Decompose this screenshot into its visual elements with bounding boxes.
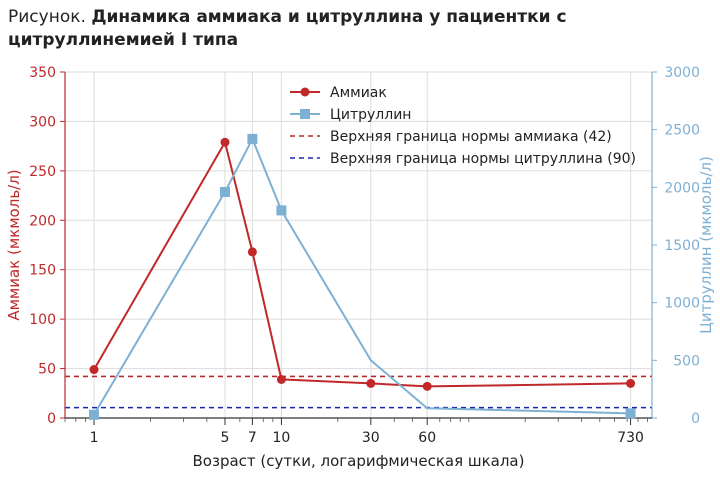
- ammonia-point: [220, 137, 230, 147]
- legend-ammonia-limit: Верхняя граница нормы аммиака (42): [290, 129, 612, 145]
- y-right-tick-label: 1500: [664, 238, 700, 254]
- ammonia-point: [89, 365, 99, 375]
- y-right-tick-label: 2000: [664, 180, 700, 196]
- y-right-tick-label: 500: [673, 353, 700, 369]
- x-tick-label: 30: [362, 430, 380, 446]
- x-tick-label: 7: [248, 430, 257, 446]
- y-right-tick-label: 2500: [664, 123, 700, 139]
- x-tick-label: 10: [272, 430, 290, 446]
- reference-lines: [65, 375, 652, 409]
- chart-title-main: Динамика аммиака и цитруллина у пациентк…: [8, 7, 567, 50]
- citrulline-point: [625, 408, 636, 419]
- legend-ammonia-marker: [300, 87, 310, 97]
- x-axis-label: Возраст (сутки, логарифмическая шкала): [193, 452, 525, 470]
- legend-citrulline-label: Цитруллин: [330, 107, 411, 123]
- y-right-tick-label: 0: [691, 411, 700, 427]
- legend-ammonia-limit-label: Верхняя граница нормы аммиака (42): [330, 129, 612, 145]
- grid: [65, 71, 652, 419]
- y-right-tick-label: 3000: [664, 65, 700, 81]
- chart-title: Рисунок. Динамика аммиака и цитруллина у…: [8, 6, 608, 52]
- axes: 0 50 100 150 200 250 300 350 0 500 1000 1500 2000 250…: [29, 65, 700, 446]
- series-markers: [89, 133, 636, 420]
- citrulline-point: [89, 409, 100, 420]
- x-tick-label: 730: [617, 430, 644, 446]
- ammonia-point: [422, 381, 432, 391]
- y-axis-left-label: Аммиак (мкмоль/л): [5, 169, 23, 320]
- legend: Аммиак Цитруллин Верхняя граница нормы амм…: [290, 85, 636, 167]
- legend-citrulline-limit: Верхняя граница нормы цитруллина (90): [290, 151, 636, 167]
- citrulline-point: [247, 133, 258, 144]
- ammonia-point: [366, 378, 376, 388]
- ammonia-point: [626, 378, 636, 388]
- y-left-tick-label: 100: [29, 312, 56, 328]
- y-axis-right-label: Цитруллин (мкмоль/л): [697, 156, 715, 334]
- legend-citrulline: Цитруллин: [290, 107, 411, 123]
- ammonia-point: [247, 247, 257, 257]
- x-tick-label: 5: [221, 430, 230, 446]
- y-left-tick-label: 150: [29, 263, 56, 279]
- citrulline-point: [220, 186, 231, 197]
- ammonia-line: [93, 141, 631, 388]
- x-tick-label: 1: [90, 430, 99, 446]
- y-left-tick-label: 0: [47, 411, 56, 427]
- legend-citrulline-limit-label: Верхняя граница нормы цитруллина (90): [330, 151, 636, 167]
- ammonia-point: [276, 374, 286, 384]
- x-tick-label: 60: [418, 430, 436, 446]
- y-right-tick-label: 1000: [664, 296, 700, 312]
- y-left-tick-label: 350: [29, 65, 56, 81]
- y-left-tick-label: 300: [29, 114, 56, 130]
- citrulline-line: [93, 137, 631, 416]
- y-left-tick-label: 50: [38, 362, 56, 378]
- legend-ammonia-label: Аммиак: [330, 85, 387, 101]
- chart-title-prefix: Рисунок.: [8, 7, 86, 27]
- y-left-tick-label: 200: [29, 213, 56, 229]
- y-left-tick-label: 250: [29, 164, 56, 180]
- legend-ammonia: Аммиак: [290, 85, 387, 101]
- legend-citrulline-marker: [300, 109, 310, 119]
- series-lines: [93, 137, 631, 416]
- citrulline-point: [276, 205, 287, 216]
